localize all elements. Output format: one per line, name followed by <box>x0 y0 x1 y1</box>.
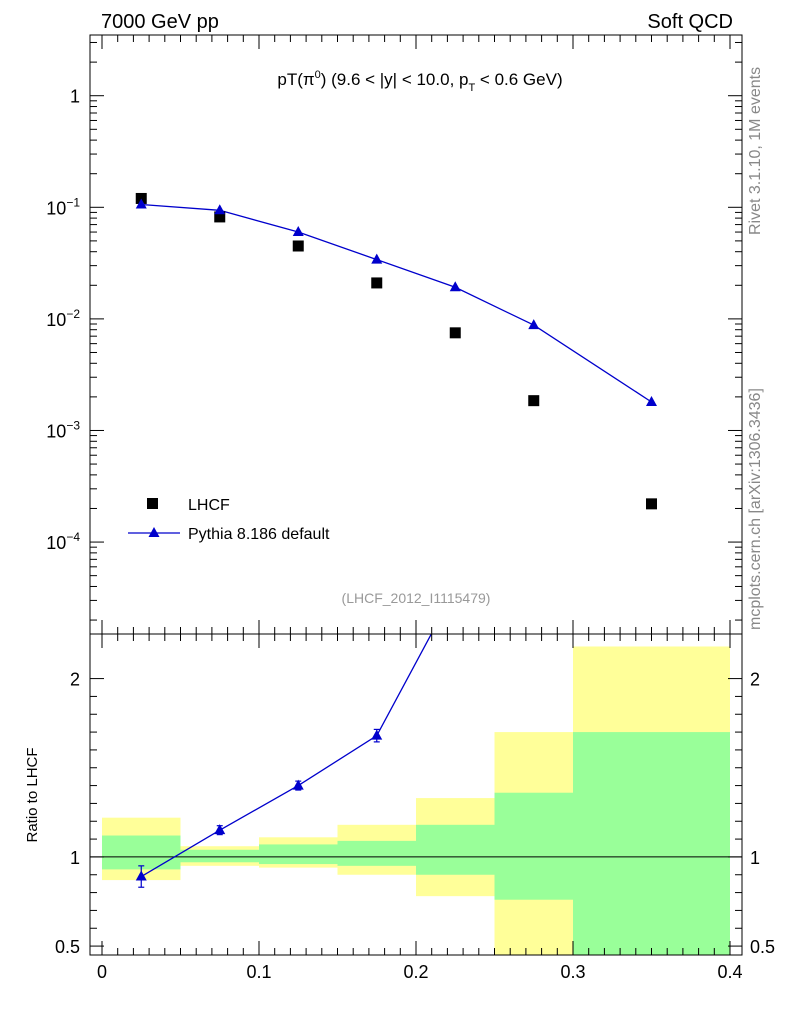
legend-lhcf-label: LHCF <box>188 497 230 514</box>
lhcf-point <box>292 240 304 252</box>
ratio-y-tick-label: 1 <box>70 848 80 868</box>
legend-pythia-label: Pythia 8.186 default <box>188 526 330 543</box>
pythia-point <box>371 253 383 264</box>
ratio-band-inner <box>337 840 416 866</box>
title-mid: ) (9.6 < |y| < 10.0, p <box>321 70 469 89</box>
ratio-point <box>214 824 226 835</box>
ratio-y-tick-label-right: 1 <box>750 848 760 868</box>
main-frame <box>89 34 743 635</box>
ratio-band-inner <box>494 792 573 900</box>
ratio-x-tick-label: 0 <box>97 962 107 982</box>
lhcf-point <box>135 192 147 204</box>
main-y-tick-label: 10−4 <box>46 530 80 553</box>
ratio-x-tick-label: 0.1 <box>246 962 271 982</box>
ratio-y-tick-label: 0.5 <box>55 937 80 957</box>
ratio-x-axis: 0 0.1 0.2 0.3 0.4 <box>97 634 743 982</box>
main-marks <box>135 192 657 510</box>
lhcf-point <box>528 395 540 407</box>
ratio-band-inner <box>102 835 181 870</box>
main-y-axis: 1 10−1 10−2 10−3 10−4 <box>46 41 742 621</box>
lhcf-point <box>449 327 461 339</box>
rivet-info: Rivet 3.1.10, 1M events <box>747 67 764 235</box>
ratio-x-tick-label: 0.4 <box>717 962 742 982</box>
ratio-y-label: Ratio to LHCF <box>24 747 41 842</box>
title-sub: T <box>468 82 475 94</box>
lhcf-point <box>646 498 657 510</box>
mcplots-info: mcplots.cern.ch [arXiv:1306.3436] <box>747 388 764 630</box>
process-label: Soft QCD <box>647 11 733 33</box>
ratio-y-axis: 0.5 0.5 1 1 2 2 <box>55 670 775 958</box>
ratio-point <box>292 779 304 790</box>
ratio-x-tick-label: 0.3 <box>560 962 585 982</box>
lhcf-point <box>214 211 226 223</box>
main-y-tick-label: 10−3 <box>46 418 80 441</box>
energy-label: 7000 GeV pp <box>101 11 219 33</box>
pythia-point <box>135 198 147 209</box>
ratio-x-tick-label: 0.2 <box>403 962 428 982</box>
ratio-band-inner <box>259 844 338 865</box>
ratio-band-inner <box>573 732 730 955</box>
main-panel: pT(π0) (9.6 < |y| < 10.0, pT < 0.6 GeV) … <box>46 34 743 635</box>
legend: LHCF Pythia 8.186 default <box>128 497 330 543</box>
pythia-point <box>449 281 461 292</box>
main-y-tick-label: 1 <box>70 87 80 107</box>
main-title: pT(π0) (9.6 < |y| < 10.0, pT < 0.6 GeV) <box>277 69 562 94</box>
legend-lhcf-marker <box>147 498 158 509</box>
lhcf-point <box>371 277 383 289</box>
ratio-bands <box>102 646 730 955</box>
title-post: < 0.6 GeV) <box>475 70 562 89</box>
ratio-y-tick-label-right: 0.5 <box>750 937 775 957</box>
pythia-point <box>214 204 226 215</box>
main-y-tick-label: 10−2 <box>46 307 80 330</box>
main-y-tick-label: 10−1 <box>46 195 80 218</box>
title-sup: 0 <box>315 69 321 81</box>
pythia-point <box>646 395 657 406</box>
ratio-y-tick-label-right: 2 <box>750 670 760 690</box>
title-pre: pT(π <box>277 70 314 89</box>
ratio-marks <box>135 634 433 888</box>
main-x-ticks <box>101 35 731 634</box>
pythia-point <box>528 319 540 330</box>
pythia-line <box>141 203 652 403</box>
ratio-band-inner <box>416 824 495 875</box>
ratio-y-tick-label: 2 <box>70 670 80 690</box>
legend-pythia-marker <box>148 527 160 537</box>
ratio-band-inner <box>180 849 259 863</box>
ratio-point <box>371 729 383 740</box>
pythia-point <box>292 226 304 237</box>
ratio-point <box>135 870 147 881</box>
ratio-panel: 0.5 0.5 1 1 2 2 0 0.1 0.2 0.3 0.4 Ratio to LHCF <box>24 633 775 982</box>
analysis-watermark: (LHCF_2012_I1115479) <box>342 590 491 606</box>
